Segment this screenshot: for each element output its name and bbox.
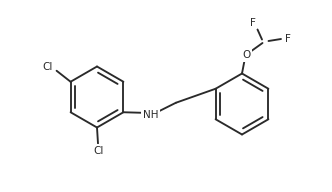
Text: Cl: Cl [42,62,53,72]
Text: O: O [242,50,251,60]
Text: F: F [250,18,256,28]
Text: NH: NH [143,110,158,120]
Text: Cl: Cl [93,146,104,156]
Text: F: F [285,33,291,44]
